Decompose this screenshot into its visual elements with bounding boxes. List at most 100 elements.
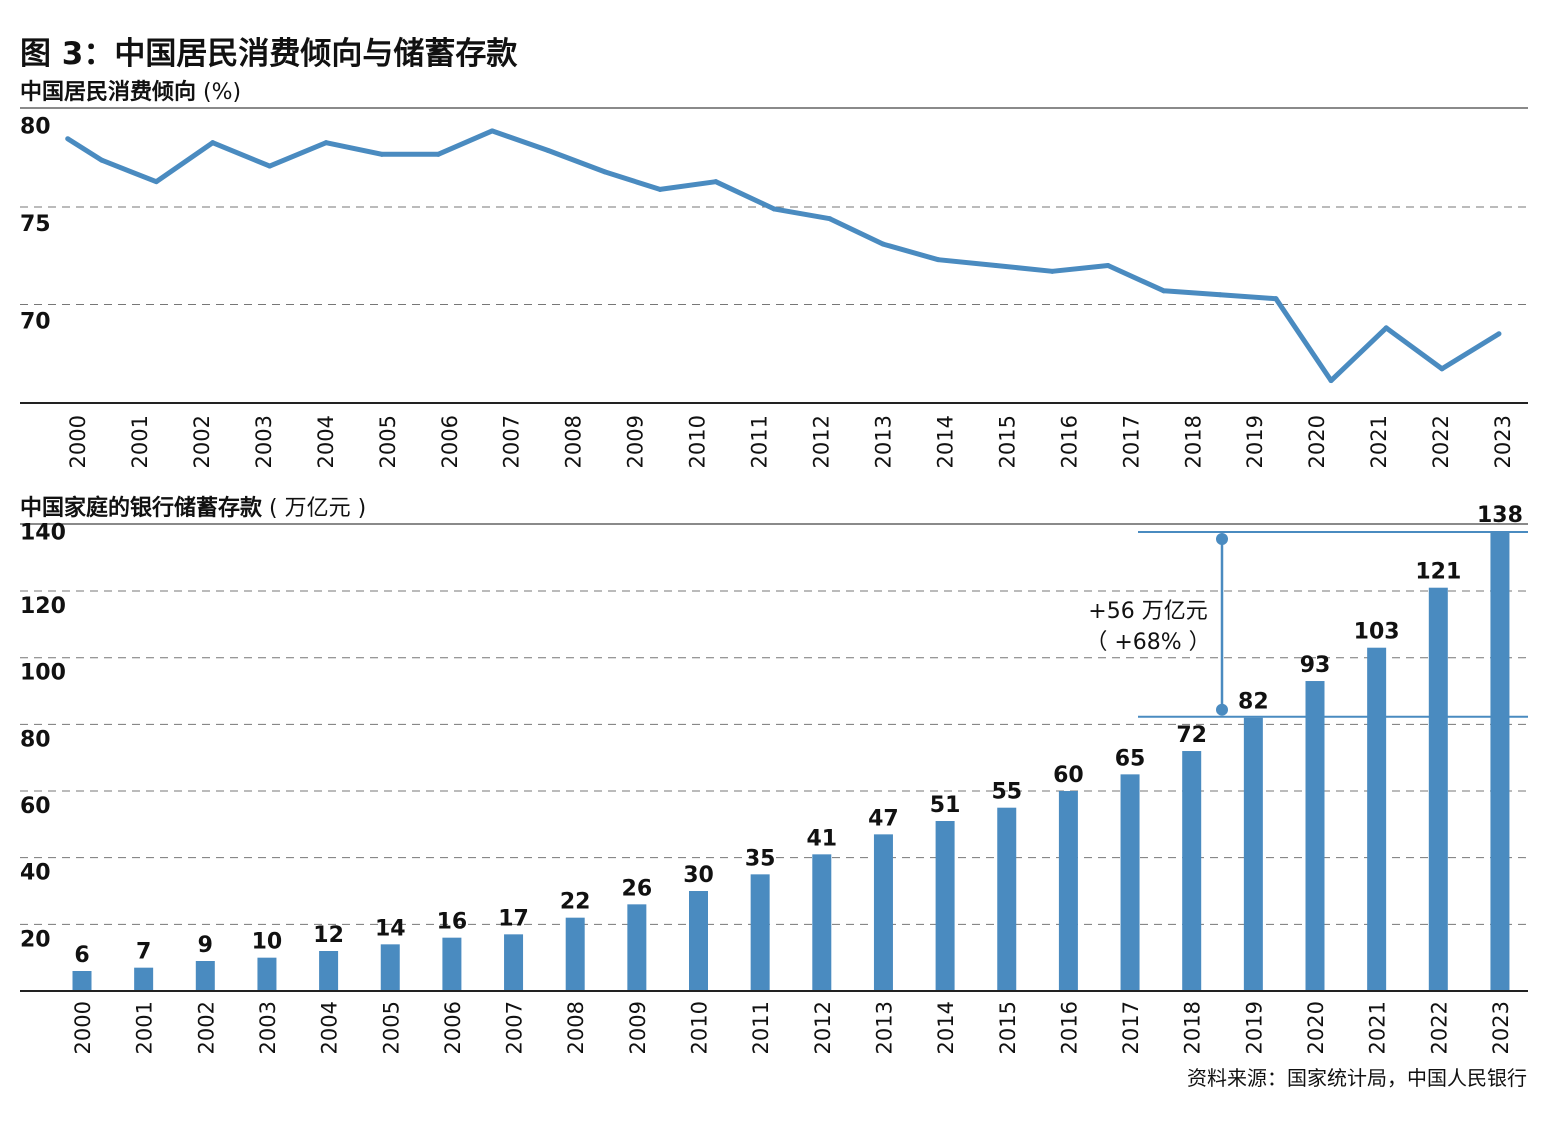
x-tick-label: 2023 bbox=[1489, 1001, 1513, 1054]
x-tick-label: 2018 bbox=[1181, 1001, 1205, 1054]
x-tick-label: 2012 bbox=[811, 1001, 835, 1054]
data-point bbox=[153, 179, 159, 185]
bar bbox=[689, 891, 708, 991]
bar bbox=[1305, 681, 1325, 991]
bar bbox=[873, 834, 893, 991]
x-tick-label: 2008 bbox=[562, 415, 586, 468]
bar-chart-unit: ( 万亿元 ) bbox=[269, 496, 366, 521]
x-tick-label: 2018 bbox=[1181, 415, 1205, 468]
x-tick-label: 2017 bbox=[1119, 1001, 1143, 1054]
bar bbox=[997, 807, 1017, 991]
y-tick-label: 40 bbox=[20, 861, 51, 886]
data-point bbox=[935, 257, 941, 263]
bar bbox=[504, 934, 524, 991]
x-tick-label: 2014 bbox=[934, 1001, 958, 1054]
data-label: 26 bbox=[622, 876, 653, 901]
data-point bbox=[545, 147, 551, 153]
bar bbox=[72, 971, 92, 991]
bar bbox=[565, 917, 585, 991]
x-tick-label: 2007 bbox=[503, 1001, 527, 1054]
consumption-line bbox=[66, 128, 1501, 384]
x-tick-label: 2008 bbox=[564, 1001, 588, 1054]
x-tick-label: 2023 bbox=[1491, 415, 1515, 468]
x-tick-label: 2021 bbox=[1367, 415, 1391, 468]
bar bbox=[1428, 587, 1448, 991]
data-point bbox=[771, 206, 777, 212]
bar bbox=[442, 937, 462, 991]
x-tick-label: 2010 bbox=[686, 415, 710, 468]
x-tick-label: 2019 bbox=[1243, 415, 1267, 468]
x-tick-label: 2002 bbox=[190, 415, 214, 468]
bar bbox=[1058, 791, 1078, 991]
bar bbox=[380, 944, 400, 991]
data-label: 51 bbox=[930, 793, 961, 818]
data-label: 47 bbox=[868, 806, 899, 831]
y-tick-label: 20 bbox=[20, 927, 51, 952]
bar bbox=[935, 821, 955, 991]
bar bbox=[1367, 647, 1387, 991]
line-chart: 80 75 70 2000 2001 2002 2003 2004 2005 2006 2007 20… bbox=[20, 107, 1528, 468]
data-point bbox=[323, 140, 329, 146]
figure-title: 图 3：中国居民消费倾向与储蓄存款 bbox=[20, 36, 518, 72]
data-label: 6 bbox=[74, 943, 89, 968]
x-tick-label: 2010 bbox=[688, 1001, 712, 1054]
y-tick-label: 100 bbox=[20, 661, 66, 686]
line-chart-unit: (%) bbox=[203, 80, 241, 105]
data-point bbox=[827, 216, 833, 222]
line-chart-title-text: 中国居民消费倾向 bbox=[20, 79, 196, 105]
x-tick-label: 2013 bbox=[871, 415, 895, 468]
x-tick-label: 2013 bbox=[872, 1001, 896, 1054]
line-chart-title: 中国居民消费倾向 (%) bbox=[20, 79, 241, 105]
data-point bbox=[379, 151, 385, 157]
data-point bbox=[602, 169, 608, 175]
bar bbox=[1182, 751, 1202, 991]
data-point bbox=[1273, 296, 1279, 302]
y-tick-label: 80 bbox=[20, 115, 51, 140]
x-tick-label: 2019 bbox=[1242, 1001, 1266, 1054]
bar bbox=[1120, 774, 1140, 991]
x-tick-label: 2003 bbox=[256, 1001, 280, 1054]
x-tick-label: 2022 bbox=[1429, 415, 1453, 468]
bar bbox=[257, 957, 277, 991]
x-tick-label: 2009 bbox=[624, 415, 648, 468]
data-point bbox=[99, 157, 105, 163]
x-tick-label: 2017 bbox=[1119, 415, 1143, 468]
x-tick-label: 2014 bbox=[933, 415, 957, 468]
data-point bbox=[1105, 263, 1111, 268]
x-tick-label: 2022 bbox=[1427, 1001, 1451, 1054]
data-point bbox=[489, 128, 495, 134]
data-point bbox=[880, 241, 886, 247]
data-point bbox=[267, 163, 273, 169]
data-label: 12 bbox=[313, 923, 344, 948]
x-tick-label: 2011 bbox=[748, 415, 772, 468]
data-point bbox=[993, 263, 999, 268]
x-tick-label: 2020 bbox=[1304, 1001, 1328, 1054]
x-tick-label: 2015 bbox=[996, 1001, 1020, 1054]
x-tick-label: 2016 bbox=[1057, 415, 1081, 468]
x-tick-label: 2005 bbox=[379, 1001, 403, 1054]
data-point bbox=[1217, 292, 1223, 298]
x-tick-label: 2006 bbox=[438, 415, 462, 468]
data-label: 22 bbox=[560, 890, 591, 915]
data-label: 72 bbox=[1176, 723, 1207, 748]
y-tick-label: 70 bbox=[20, 310, 51, 335]
bar bbox=[627, 904, 647, 991]
data-point bbox=[1496, 331, 1502, 337]
data-label: 82 bbox=[1238, 690, 1269, 715]
y-tick-label: 60 bbox=[20, 794, 51, 819]
data-label: 35 bbox=[745, 846, 776, 871]
data-point bbox=[65, 136, 71, 142]
data-label: 65 bbox=[1115, 746, 1146, 771]
x-tick-label: 2011 bbox=[749, 1001, 773, 1054]
x-tick-label: 2021 bbox=[1366, 1001, 1390, 1054]
x-tick-label: 2002 bbox=[194, 1001, 218, 1054]
data-label: 16 bbox=[437, 910, 468, 935]
data-label: 138 bbox=[1477, 503, 1523, 528]
bar bbox=[750, 874, 770, 991]
data-label: 9 bbox=[198, 933, 213, 958]
data-label: 7 bbox=[136, 940, 151, 965]
data-label: 93 bbox=[1300, 653, 1331, 678]
x-tick-label: 2020 bbox=[1305, 415, 1329, 468]
data-label: 14 bbox=[375, 916, 406, 941]
